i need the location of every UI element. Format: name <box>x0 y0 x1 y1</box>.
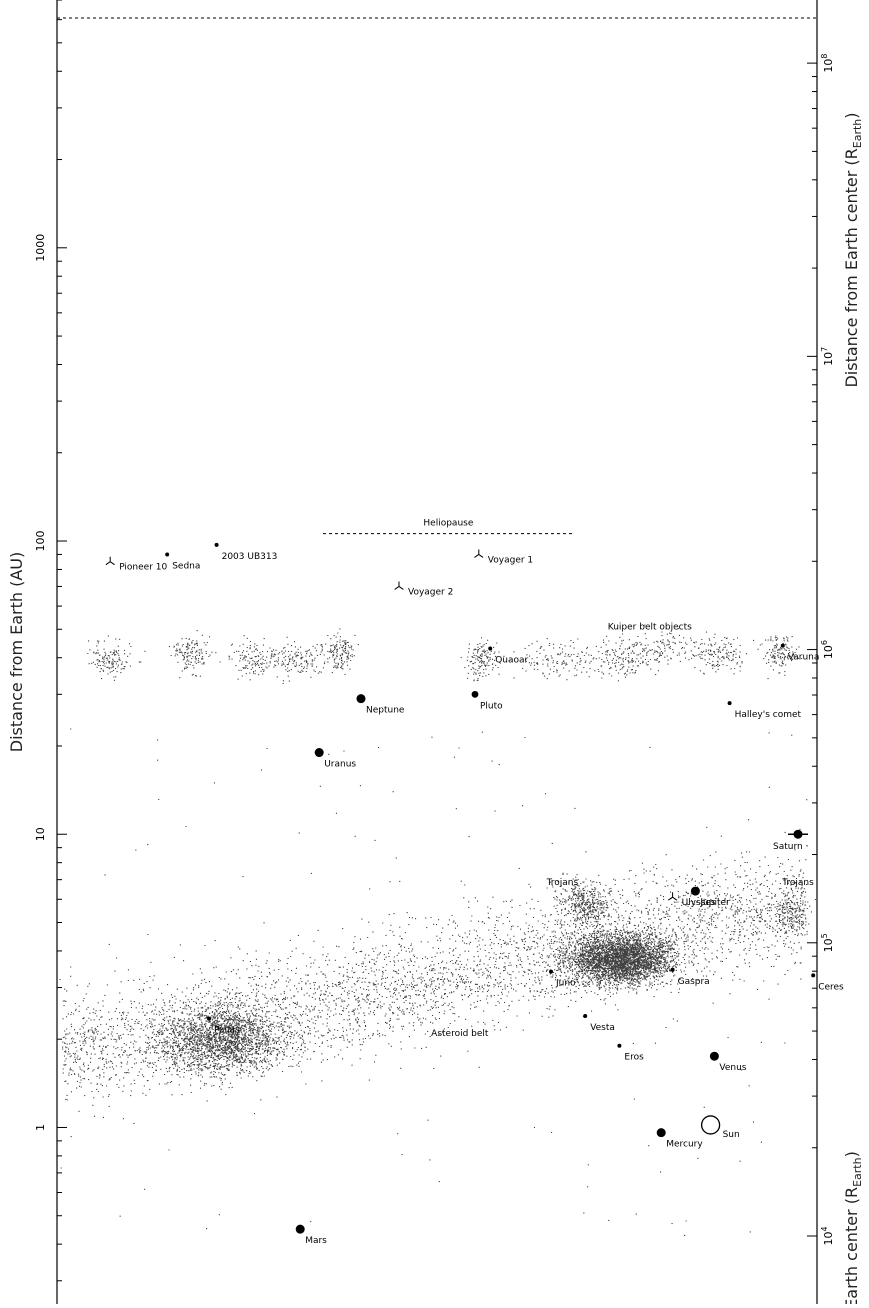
object-vesta-marker <box>583 1013 588 1018</box>
object-sedna-marker <box>165 552 170 557</box>
reference-lines: Heliopause <box>57 17 817 535</box>
object-2003-ub313-marker <box>214 542 219 547</box>
object-pioneer-10-label: Pioneer 10 <box>119 563 167 573</box>
object-ulysses-label: Ulysses <box>682 898 716 908</box>
annotation-trojans: Trojans <box>546 878 579 888</box>
object-halley-s-comet-label: Halley's comet <box>735 710 802 720</box>
left-tick-label: 1 <box>34 1124 47 1131</box>
y-axis-title-right-bottom-main: Earth center (R <box>842 1187 861 1304</box>
object-labels: Sun Mercury Venus Mars Jupiter Saturn Uranus Ne… <box>119 552 844 1246</box>
object-juno-marker <box>549 969 553 974</box>
object-halley-s-comet-marker <box>727 701 732 706</box>
y-axis-title-right-sub: Earth <box>851 119 864 149</box>
right-tick-base: 10 <box>822 352 835 366</box>
object-ceres-label: Ceres <box>818 982 844 992</box>
y-axis-title-right-close: ) <box>842 112 861 118</box>
object-voyager-1-label: Voyager 1 <box>488 555 533 565</box>
object-voyager-1-marker <box>474 549 484 558</box>
object-pallas-marker <box>207 1016 211 1021</box>
annotation-trojans: Trojans <box>781 878 814 888</box>
object-varuna-marker <box>780 643 785 648</box>
left-tick-label: 1000 <box>34 234 47 262</box>
heliopause-label: Heliopause <box>423 519 473 529</box>
y-axis-title-right-bottom-close: ) <box>842 1151 861 1157</box>
object-pluto-label: Pluto <box>480 701 503 711</box>
object-voyager-2-label: Voyager 2 <box>408 587 453 597</box>
object-sedna-label: Sedna <box>172 561 200 571</box>
left-tick-label: 10 <box>34 827 47 841</box>
right-tick-base: 10 <box>822 59 835 73</box>
y-axis-title-right: Distance from Earth center (REarth) <box>842 112 864 387</box>
object-sun-marker <box>700 1115 721 1135</box>
object-mercury-label: Mercury <box>666 1140 703 1150</box>
object-uranus-marker <box>314 748 324 758</box>
y-axis-title-right-main: Distance from Earth center (R <box>842 148 861 387</box>
object-eros-label: Eros <box>624 1053 644 1063</box>
y-axis-title-right-bottom-sub: Earth <box>851 1157 864 1187</box>
right-tick-base: 10 <box>822 645 835 659</box>
object-venus-label: Venus <box>719 1063 746 1073</box>
object-uranus-label: Uranus <box>324 760 356 770</box>
object-saturn-label: Saturn <box>773 842 803 852</box>
right-tick-exponent: 4 <box>820 1226 829 1231</box>
object-quaoar-label: Quaoar <box>495 655 528 665</box>
object-quaoar-marker <box>488 646 493 651</box>
y-axis-title-left: Distance from Earth (AU) <box>7 552 26 753</box>
right-tick-label: 107 <box>820 347 835 366</box>
right-tick-exponent: 5 <box>820 933 829 938</box>
y-axis-title-right-bottom: Earth center (REarth) <box>842 1151 864 1304</box>
right-tick-base: 10 <box>822 938 835 952</box>
object-ulysses-marker <box>668 892 678 901</box>
object-pioneer-10-marker <box>105 556 115 566</box>
object-gaspra-marker <box>670 967 675 972</box>
object-markers <box>105 542 816 1234</box>
left-tick-label: 100 <box>34 531 47 552</box>
object-juno-label: Juno <box>555 979 576 989</box>
object-sun-label: Sun <box>723 1130 740 1140</box>
object-2003-ub313-label: 2003 UB313 <box>222 552 278 562</box>
annotation-kuiper-belt-objects: Kuiper belt objects <box>608 622 692 632</box>
object-mars-marker <box>295 1224 305 1234</box>
right-tick-label: 106 <box>820 640 835 659</box>
annotation-asteroid-belt: Asteroid belt <box>431 1029 489 1039</box>
object-neptune-label: Neptune <box>366 706 405 716</box>
object-ceres-marker <box>811 973 816 978</box>
right-tick-label: 108 <box>820 54 835 73</box>
object-jupiter-marker <box>690 886 700 896</box>
object-neptune-marker <box>356 694 366 704</box>
object-voyager-2-marker <box>394 581 404 590</box>
right-tick-label: 105 <box>820 933 835 952</box>
right-tick-exponent: 6 <box>820 640 829 645</box>
right-tick-base: 10 <box>822 1232 835 1246</box>
object-mercury-marker <box>656 1128 666 1138</box>
object-varuna-label: Varuna <box>788 653 820 663</box>
right-tick-label: 104 <box>820 1226 835 1245</box>
object-vesta-label: Vesta <box>590 1023 615 1033</box>
object-venus-marker <box>709 1051 719 1061</box>
object-eros-marker <box>617 1043 622 1048</box>
object-pallas-label: Pallas <box>214 1026 240 1036</box>
right-tick-exponent: 8 <box>820 54 829 59</box>
object-pluto-marker <box>471 690 479 698</box>
object-jupiter-label: Jupiter <box>699 898 730 908</box>
right-tick-exponent: 7 <box>820 347 829 352</box>
object-mars-label: Mars <box>305 1236 327 1246</box>
object-gaspra-label: Gaspra <box>678 977 710 987</box>
